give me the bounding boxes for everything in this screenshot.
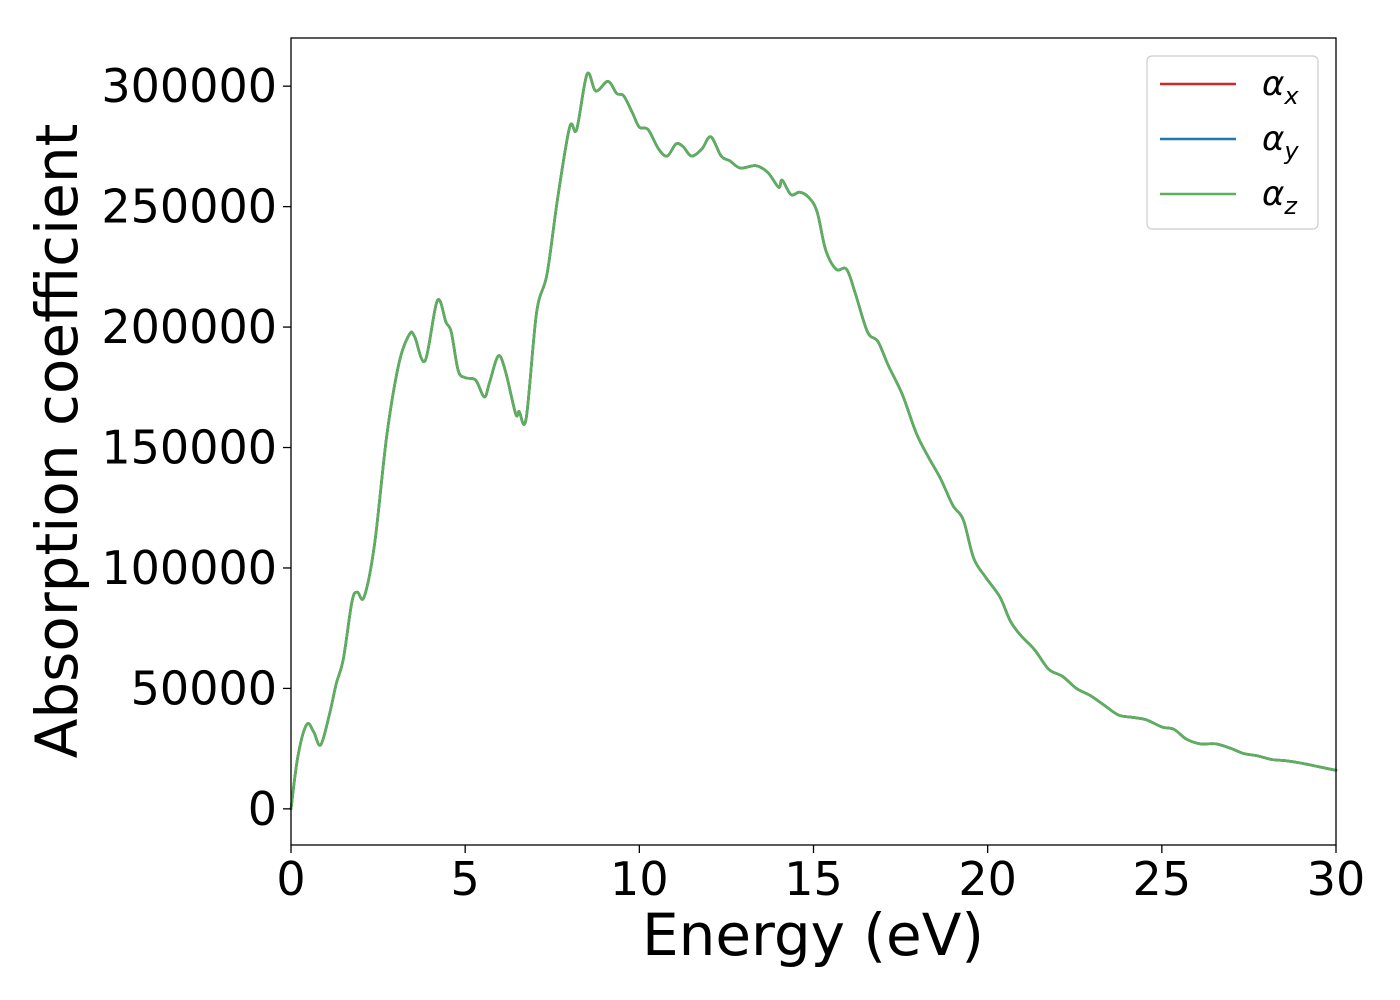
legend-label-3: αz (1262, 174, 1298, 220)
x-axis-label: Energy (eV) (642, 901, 984, 969)
legend-label-1: αx (1262, 64, 1299, 110)
x-tick-label: 10 (610, 852, 669, 906)
x-tick-label: 25 (1133, 852, 1192, 906)
y-tick-label: 150000 (101, 421, 277, 475)
y-tick-label: 0 (248, 782, 277, 836)
legend-label-2: αy (1262, 119, 1299, 165)
y-tick-label: 50000 (131, 661, 277, 715)
y-axis-label: Absorption coefficient (23, 124, 91, 759)
series-line-3 (289, 71, 1338, 811)
y-tick-label: 250000 (101, 180, 277, 234)
y-tick-label: 100000 (101, 541, 277, 595)
x-tick-label: 5 (451, 852, 480, 906)
x-tick-label: 30 (1307, 852, 1366, 906)
legend-box (1146, 55, 1319, 230)
y-tick-label: 200000 (101, 300, 277, 354)
y-tick-label: 300000 (101, 59, 277, 113)
y-axis-ticks: 0 50000 100000 150000 200000 250000 300000 (101, 59, 291, 836)
legend-entries: αx αy αz (1160, 64, 1299, 220)
x-tick-label: 15 (784, 852, 843, 906)
x-axis-ticks: 0 5 10 15 20 25 30 (276, 845, 1365, 906)
legend: αx αy αz (1146, 55, 1319, 230)
x-tick-label: 20 (958, 852, 1017, 906)
x-tick-label: 0 (276, 852, 305, 906)
series-layer (289, 71, 1338, 811)
